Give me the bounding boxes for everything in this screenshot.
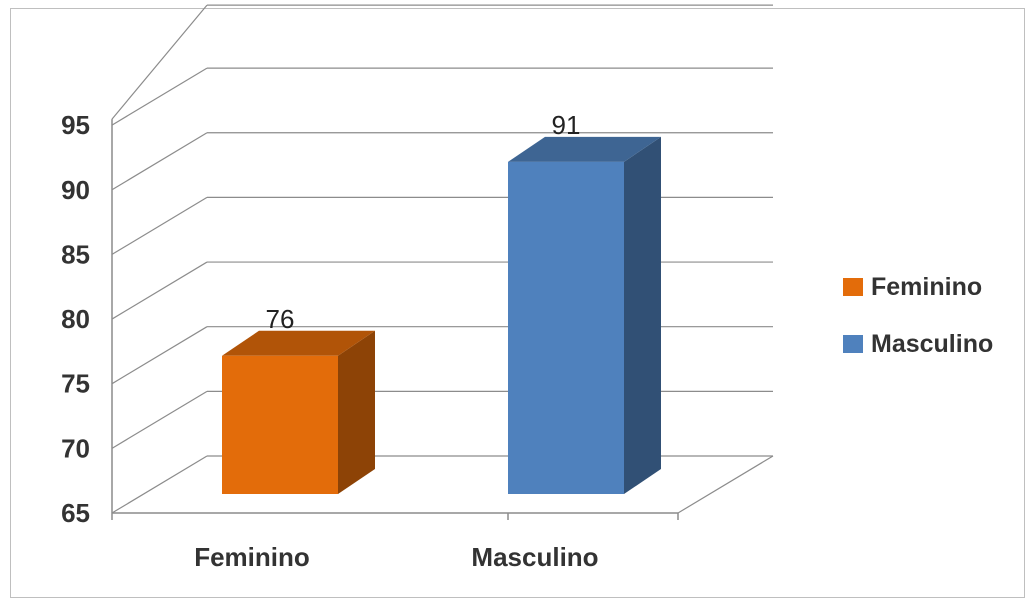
bar-masculino xyxy=(508,136,661,494)
side-gridline xyxy=(111,67,208,126)
data-labels: 76 91 xyxy=(266,110,581,334)
side-gridline xyxy=(111,4,208,120)
gridlines xyxy=(111,4,774,514)
chart-frame xyxy=(10,8,1025,598)
legend-swatch xyxy=(843,335,863,353)
y-tick-labels: 65 70 75 80 85 90 95 xyxy=(61,110,90,528)
legend: Feminino Masculino xyxy=(843,273,993,358)
bar-top-face xyxy=(508,136,661,162)
y-tick-label: 90 xyxy=(61,175,90,205)
bar-top-face xyxy=(222,330,375,356)
side-gridline xyxy=(111,132,208,191)
bar-side-face xyxy=(338,330,375,494)
floor-right-edge xyxy=(677,455,774,514)
side-gridline xyxy=(111,261,208,320)
legend-label: Masculino xyxy=(871,330,993,358)
bar-feminino xyxy=(222,330,375,494)
data-label: 76 xyxy=(266,304,295,334)
side-gridline xyxy=(111,196,208,255)
bar-side-face xyxy=(624,136,661,494)
y-tick-label: 95 xyxy=(61,110,90,140)
bar-front-face xyxy=(222,355,338,494)
x-tick-label: Masculino xyxy=(471,542,598,572)
legend-label: Feminino xyxy=(871,273,982,301)
floor-edge xyxy=(111,455,208,514)
y-tick-label: 85 xyxy=(61,239,90,269)
x-tick-labels: Feminino Masculino xyxy=(194,542,598,572)
bars xyxy=(222,136,661,494)
side-gridline xyxy=(111,326,208,385)
legend-swatch xyxy=(843,278,863,296)
y-tick-label: 70 xyxy=(61,433,90,463)
bar-front-face xyxy=(508,161,624,494)
y-tick-label: 65 xyxy=(61,498,90,528)
side-gridline xyxy=(111,390,208,449)
axes xyxy=(111,119,679,520)
y-tick-label: 80 xyxy=(61,304,90,334)
data-label: 91 xyxy=(552,110,581,140)
x-tick-label: Feminino xyxy=(194,542,310,572)
y-tick-label: 75 xyxy=(61,369,90,399)
